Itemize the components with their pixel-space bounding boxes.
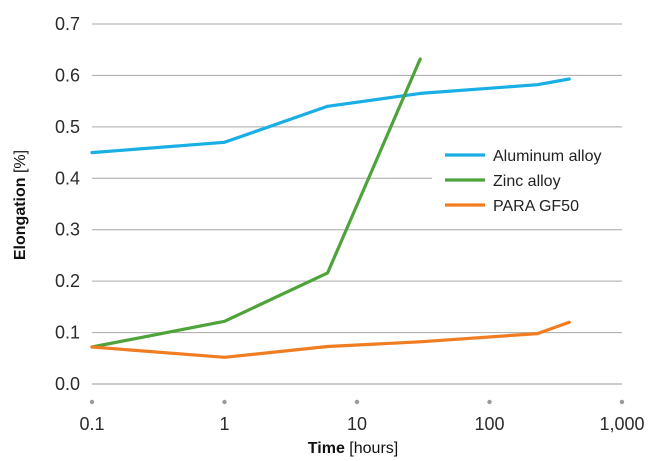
x-axis-title-unit: [hours] xyxy=(349,440,398,457)
x-tick-label: 0.1 xyxy=(79,414,104,434)
y-tick-label: 0.0 xyxy=(55,374,80,394)
y-axis-ticks: 0.0 0.1 0.2 0.3 0.4 0.5 0.6 0.7 xyxy=(55,14,80,394)
x-tick-label: 1,000 xyxy=(599,414,644,434)
y-tick-label: 0.5 xyxy=(55,117,80,137)
legend: Aluminum alloy Zinc alloy PARA GF50 xyxy=(432,136,622,220)
y-tick-label: 0.6 xyxy=(55,65,80,85)
legend-label: Zinc alloy xyxy=(493,173,561,190)
x-axis-title-bold: Time xyxy=(308,440,345,457)
x-tick-mark xyxy=(89,399,95,405)
y-tick-label: 0.3 xyxy=(55,220,80,240)
y-axis-title-bold: Elongation xyxy=(12,177,29,260)
series-line-aluminum-alloy xyxy=(90,77,571,155)
y-axis-title-unit: [%] xyxy=(12,150,29,173)
series-line-para-gf50 xyxy=(90,320,571,359)
y-tick-label: 0.1 xyxy=(55,323,80,343)
x-tick-mark xyxy=(354,399,360,405)
x-tick-label: 1 xyxy=(219,414,229,434)
legend-label: PARA GF50 xyxy=(493,198,579,215)
grid-lines xyxy=(92,23,622,385)
x-tick-mark xyxy=(487,399,492,405)
x-tick-label: 10 xyxy=(347,414,367,434)
y-tick-label: 0.7 xyxy=(55,14,80,34)
x-tick-mark xyxy=(619,399,625,405)
x-tick-mark xyxy=(222,399,227,405)
x-axis-ticks: 0.1 1 10 100 1,000 xyxy=(79,399,645,434)
legend-label: Aluminum alloy xyxy=(493,148,601,165)
series-line-zinc-alloy xyxy=(90,57,422,349)
y-tick-label: 0.2 xyxy=(55,271,80,291)
y-tick-label: 0.4 xyxy=(55,168,80,188)
x-tick-label: 100 xyxy=(474,414,504,434)
series-lines xyxy=(90,57,571,359)
x-axis-title: Time [hours] xyxy=(308,440,398,457)
y-axis-title: Elongation [%] xyxy=(12,150,29,260)
